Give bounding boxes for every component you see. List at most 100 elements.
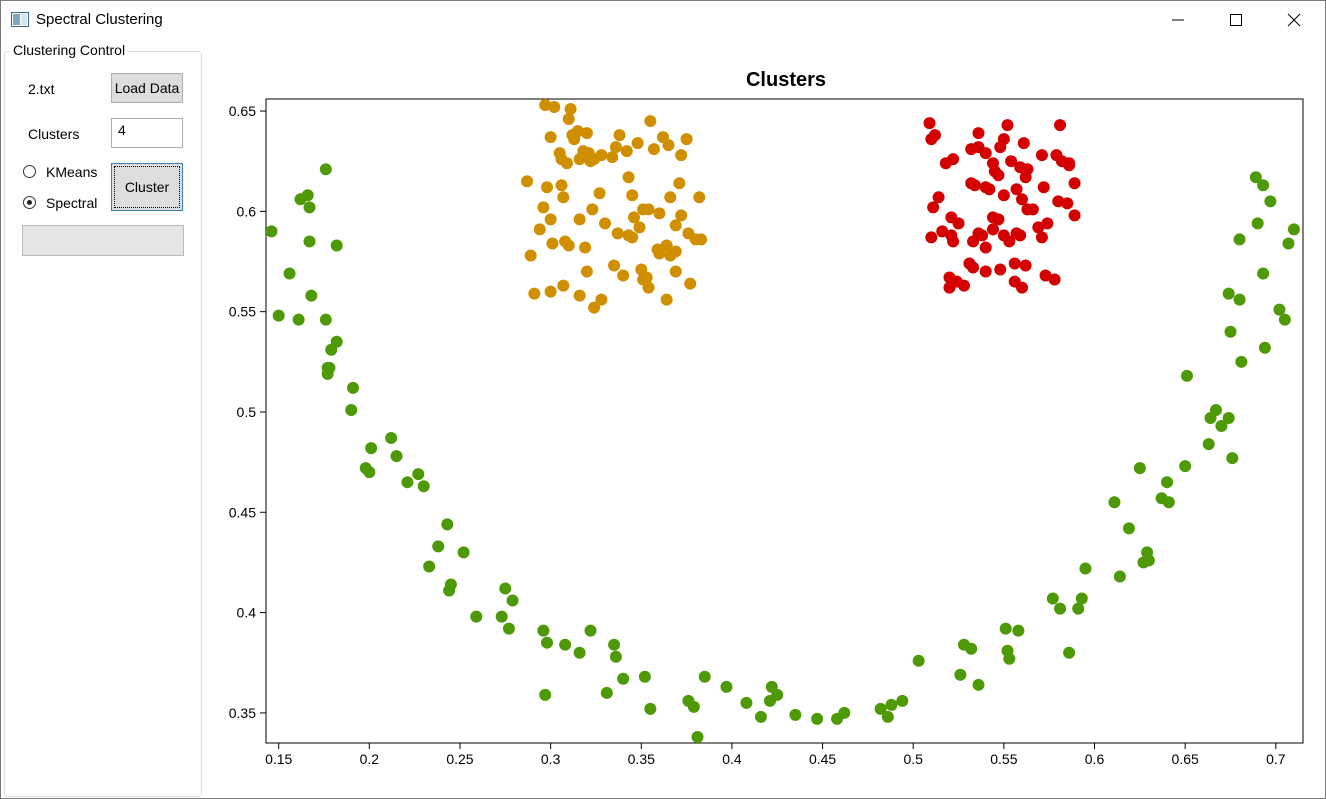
cluster-1-point (1162, 496, 1175, 509)
cluster-2-point (537, 201, 550, 214)
cluster-1-point (1257, 179, 1270, 192)
cluster-2-point (673, 177, 686, 190)
cluster-1-point (559, 638, 572, 651)
cluster-2-point (684, 277, 697, 290)
x-tick-label: 0.5 (903, 751, 923, 767)
cluster-1-point (811, 712, 824, 725)
cluster-1-point (912, 654, 925, 667)
x-tick-label: 0.55 (990, 751, 1017, 767)
cluster-1-point (1054, 602, 1067, 615)
cluster-1-point (363, 466, 376, 479)
cluster-1-point (1278, 313, 1291, 326)
y-tick-label: 0.6 (237, 203, 257, 219)
cluster-3-point (1026, 203, 1039, 216)
cluster-1-point (881, 710, 894, 723)
cluster-1-point (457, 546, 470, 559)
load-data-button[interactable]: Load Data (111, 73, 183, 103)
cluster-2-point (626, 189, 639, 202)
cluster-1-point (1063, 646, 1076, 659)
cluster-3-point (976, 229, 989, 242)
cluster-2-point (599, 217, 612, 230)
cluster-3-point (986, 223, 999, 236)
cluster-1-point (347, 381, 360, 394)
y-tick-label: 0.35 (229, 705, 256, 721)
cluster-3-point (1003, 235, 1016, 248)
cluster-1-point (495, 610, 508, 623)
cluster-3-point (979, 265, 992, 278)
cluster-1-point (608, 638, 621, 651)
cluster-3-point (1005, 155, 1018, 168)
cluster-1-point (584, 624, 597, 637)
radio-spectral-circle[interactable] (23, 196, 36, 209)
y-tick-label: 0.5 (237, 404, 257, 420)
file-name-label: 2.txt (28, 81, 55, 97)
cluster-1-point (301, 189, 314, 202)
cluster-2-point (637, 273, 650, 286)
cluster-3-point (932, 191, 945, 204)
cluster-3-point (936, 225, 949, 238)
cluster-2-point (664, 249, 677, 262)
cluster-1-point (1215, 420, 1228, 433)
chart-title: Clusters (746, 69, 826, 91)
cluster-3-point (952, 217, 965, 230)
cluster-3-point (1014, 229, 1027, 242)
cluster-2-point (557, 279, 570, 292)
cluster-1-point (412, 468, 425, 481)
close-button[interactable] (1265, 1, 1323, 39)
cluster-1-point (443, 584, 456, 597)
cluster-3-point (947, 235, 960, 248)
clusters-input[interactable]: 4 (111, 118, 183, 148)
radio-spectral-label: Spectral (46, 195, 98, 211)
cluster-2-point (631, 137, 644, 150)
cluster-2-point (528, 287, 541, 300)
cluster-2-point (633, 221, 646, 234)
cluster-2-point (548, 101, 561, 114)
cluster-1-point (838, 706, 851, 719)
cluster-1-point (1003, 652, 1016, 665)
app-icon (11, 12, 29, 27)
maximize-button[interactable] (1207, 1, 1265, 39)
cluster-3-point (992, 213, 1005, 226)
cluster-1-point (537, 624, 550, 637)
cluster-3-point (1037, 181, 1050, 194)
cluster-1-point (789, 708, 802, 721)
cluster-2-point (653, 247, 666, 260)
cluster-3-point (1032, 221, 1045, 234)
cluster-1-point (1249, 171, 1262, 184)
minimize-button[interactable] (1149, 1, 1207, 39)
cluster-1-point (573, 646, 586, 659)
cluster-2-point (521, 175, 534, 188)
cluster-1-point (874, 702, 887, 715)
cluster-1-point (1079, 562, 1092, 575)
cluster-1-point (1257, 267, 1270, 280)
cluster-3-point (925, 231, 938, 244)
cluster-2-point (626, 231, 639, 244)
cluster-2-point (617, 269, 630, 282)
cluster-1-point (1179, 460, 1192, 473)
title-bar[interactable]: Spectral Clustering (1, 1, 1325, 39)
radio-spectral[interactable]: Spectral (23, 195, 103, 213)
radio-kmeans-circle[interactable] (23, 165, 36, 178)
maximize-icon (1230, 14, 1242, 26)
x-tick-label: 0.15 (265, 751, 292, 767)
cluster-2-point (524, 249, 537, 262)
cluster-2-point (609, 141, 622, 154)
cluster-2-point (560, 157, 573, 170)
cluster-2-point (553, 147, 566, 160)
cluster-1-point (1075, 592, 1088, 605)
cluster-1-point (541, 636, 554, 649)
scatter-chart: Clusters 0.15 0.2 0.25 0.3 0.35 0.4 0.45 0.5 0.5… (229, 69, 1304, 767)
cluster-2-point (579, 241, 592, 254)
cluster-button[interactable]: Cluster (111, 163, 183, 211)
radio-kmeans[interactable]: KMeans (23, 164, 103, 182)
cluster-1-point (305, 289, 318, 302)
cluster-1-point (385, 432, 398, 445)
x-tick-label: 0.2 (360, 751, 380, 767)
cluster-3-point (994, 263, 1007, 276)
cluster-3-point (1041, 217, 1054, 230)
cluster-2-point (564, 103, 577, 116)
cluster-1-point (1046, 592, 1059, 605)
cluster-1-point (600, 686, 613, 699)
cluster-1-point (417, 480, 430, 493)
cluster-1-point (502, 622, 515, 635)
